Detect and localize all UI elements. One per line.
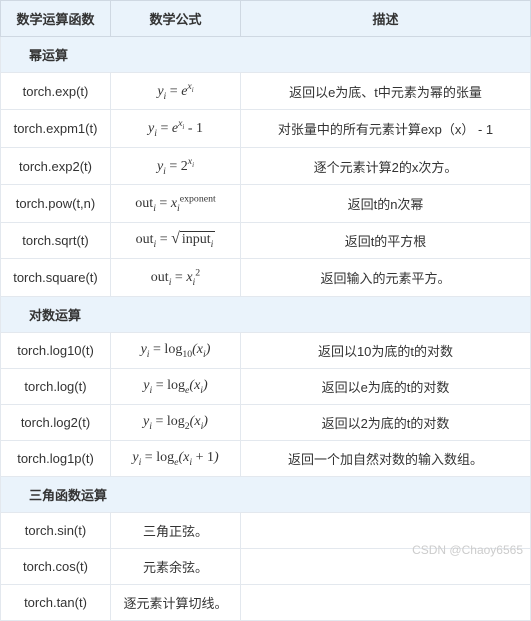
header-row: 数学运算函数 数学公式 描述 (1, 1, 531, 37)
desc-cell: 逐个元素计算2的x次方。 (241, 147, 531, 184)
formula-cell: yi = exi - 1 (111, 110, 241, 147)
desc-cell: 返回以e为底的t的对数 (241, 368, 531, 404)
fn-cell: torch.log10(t) (1, 332, 111, 368)
table-row: torch.square(t) outi = xi2 返回输入的元素平方。 (1, 259, 531, 296)
desc-cell: 返回以2为底的t的对数 (241, 404, 531, 440)
fn-cell: torch.pow(t,n) (1, 185, 111, 222)
desc-cell (241, 584, 531, 620)
desc-cell (241, 512, 531, 548)
desc-cell: 返回以10为底的t的对数 (241, 332, 531, 368)
fn-cell: torch.square(t) (1, 259, 111, 296)
fn-cell: torch.log(t) (1, 368, 111, 404)
formula-cell: yi = 2xi (111, 147, 241, 184)
formula-cell: yi = loge(xi + 1) (111, 440, 241, 476)
desc-cell: 返回t的n次幂 (241, 185, 531, 222)
table-row: torch.exp(t) yi = exi 返回以e为底、t中元素为幂的张量 (1, 73, 531, 110)
section-row: 三角函数运算 (1, 476, 531, 512)
fn-cell: torch.log1p(t) (1, 440, 111, 476)
table-body: 幂运算 torch.exp(t) yi = exi 返回以e为底、t中元素为幂的… (1, 37, 531, 621)
table-row: torch.sin(t) 三角正弦。 (1, 512, 531, 548)
table-row: torch.tan(t) 逐元素计算切线。 (1, 584, 531, 620)
formula-cell: yi = log2(xi) (111, 404, 241, 440)
formula-cell: yi = log10(xi) (111, 332, 241, 368)
formula-cell: outi = √inputi (111, 222, 241, 259)
table-row: torch.pow(t,n) outi = xiexponent 返回t的n次幂 (1, 185, 531, 222)
table-row: torch.cos(t) 元素余弦。 (1, 548, 531, 584)
fn-cell: torch.sqrt(t) (1, 222, 111, 259)
fn-cell: torch.log2(t) (1, 404, 111, 440)
formula-cell: yi = loge(xi) (111, 368, 241, 404)
fn-cell: torch.expm1(t) (1, 110, 111, 147)
formula-cell: 元素余弦。 (111, 548, 241, 584)
section-title: 三角函数运算 (1, 476, 531, 512)
formula-cell: outi = xiexponent (111, 185, 241, 222)
desc-cell (241, 548, 531, 584)
section-row: 对数运算 (1, 296, 531, 332)
desc-cell: 对张量中的所有元素计算exp（x） - 1 (241, 110, 531, 147)
table-row: torch.expm1(t) yi = exi - 1 对张量中的所有元素计算e… (1, 110, 531, 147)
fn-cell: torch.exp2(t) (1, 147, 111, 184)
fn-cell: torch.tan(t) (1, 584, 111, 620)
table-row: torch.sqrt(t) outi = √inputi 返回t的平方根 (1, 222, 531, 259)
table-row: torch.log(t) yi = loge(xi) 返回以e为底的t的对数 (1, 368, 531, 404)
table-row: torch.log1p(t) yi = loge(xi + 1) 返回一个加自然… (1, 440, 531, 476)
header-formula: 数学公式 (111, 1, 241, 37)
formula-cell: outi = xi2 (111, 259, 241, 296)
table-row: torch.exp2(t) yi = 2xi 逐个元素计算2的x次方。 (1, 147, 531, 184)
section-title: 幂运算 (1, 37, 531, 73)
fn-cell: torch.cos(t) (1, 548, 111, 584)
header-fn: 数学运算函数 (1, 1, 111, 37)
header-desc: 描述 (241, 1, 531, 37)
fn-cell: torch.sin(t) (1, 512, 111, 548)
table-row: torch.log2(t) yi = log2(xi) 返回以2为底的t的对数 (1, 404, 531, 440)
formula-cell: 三角正弦。 (111, 512, 241, 548)
desc-cell: 返回输入的元素平方。 (241, 259, 531, 296)
desc-cell: 返回以e为底、t中元素为幂的张量 (241, 73, 531, 110)
fn-cell: torch.exp(t) (1, 73, 111, 110)
desc-cell: 返回t的平方根 (241, 222, 531, 259)
math-functions-table: 数学运算函数 数学公式 描述 幂运算 torch.exp(t) yi = exi… (0, 0, 531, 621)
formula-cell: yi = exi (111, 73, 241, 110)
desc-cell: 返回一个加自然对数的输入数组。 (241, 440, 531, 476)
section-row: 幂运算 (1, 37, 531, 73)
table-row: torch.log10(t) yi = log10(xi) 返回以10为底的t的… (1, 332, 531, 368)
formula-cell: 逐元素计算切线。 (111, 584, 241, 620)
section-title: 对数运算 (1, 296, 531, 332)
